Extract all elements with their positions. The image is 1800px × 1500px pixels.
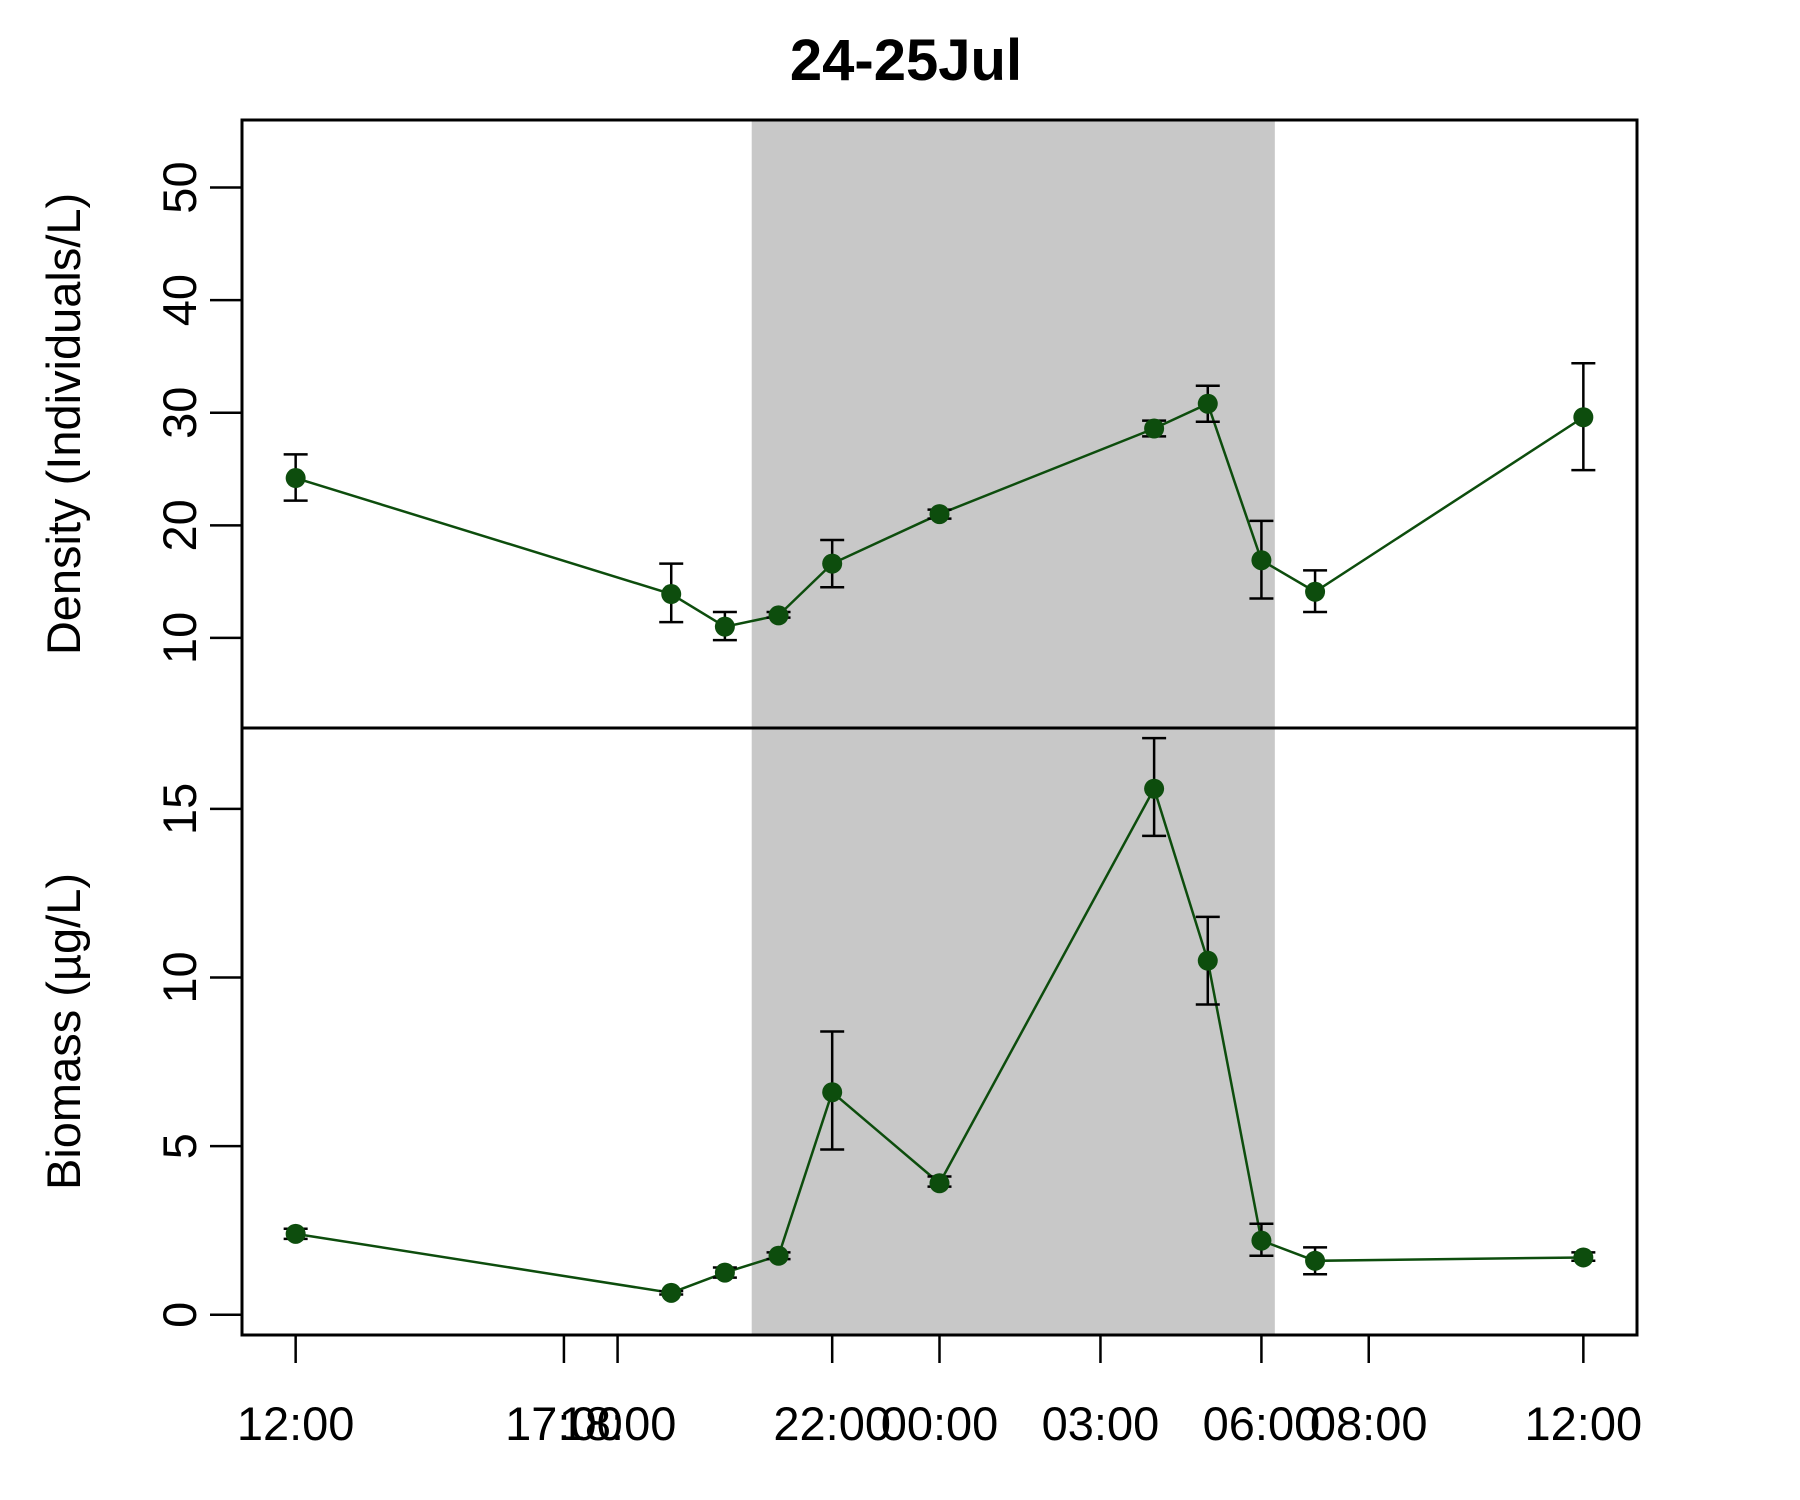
panel-1-data-point-9 (1305, 1250, 1326, 1271)
panel-1-y-tick-label-3: 15 (153, 783, 206, 835)
panel-0-data-point-10 (1573, 407, 1594, 428)
panel-1-data-point-2 (714, 1262, 735, 1283)
panel-1-y-tick-label-2: 10 (153, 951, 206, 1003)
x-tick-label-6: 06:00 (1203, 1397, 1321, 1450)
panel-0-y-tick-label-1: 20 (153, 499, 206, 551)
panel-0-y-tick-label-2: 30 (153, 387, 206, 439)
panel-1-data-point-8 (1251, 1230, 1272, 1251)
x-tick-label-7: 08:00 (1310, 1397, 1428, 1450)
panel-0-data-point-6 (1144, 418, 1165, 439)
plot-layer: 10 20 30 40 50 Density (Individuals/L) 0 5 10 15 B… (37, 118, 1643, 1450)
panel-1-data-point-5 (929, 1173, 950, 1194)
panel-0-data-point-1 (661, 584, 682, 605)
x-tick-label-5: 03:00 (1042, 1397, 1160, 1450)
panel-1-data-point-4 (822, 1082, 843, 1103)
panel-0-data-point-8 (1251, 550, 1272, 571)
panel-1-y-axis-label: Biomass (µg/L) (37, 873, 90, 1190)
x-tick-label-8: 12:00 (1525, 1397, 1643, 1450)
panel-0-data-point-0 (285, 468, 306, 489)
panel-1-y-tick-label-1: 5 (153, 1133, 206, 1159)
panel-0-data-point-4 (822, 553, 843, 574)
panel-0-y-tick-label-4: 50 (153, 161, 206, 213)
x-tick-label-3: 22:00 (773, 1397, 891, 1450)
panel-0-data-point-2 (714, 616, 735, 637)
panel-1-data-point-0 (285, 1223, 306, 1244)
panel-1-data-point-6 (1144, 778, 1165, 799)
panel-0-y-axis-label: Density (Individuals/L) (37, 193, 90, 655)
panel-0-data-point-3 (768, 605, 789, 626)
panel-1-y-tick-label-0: 0 (153, 1302, 206, 1328)
panel-1-data-point-1 (661, 1282, 682, 1303)
panel-1-data-point-10 (1573, 1247, 1594, 1268)
panel-1-data-point-7 (1197, 950, 1218, 971)
x-tick-label-2: 18:00 (559, 1397, 677, 1450)
panel-0-data-point-5 (929, 504, 950, 525)
panel-0-y-tick-label-3: 40 (153, 274, 206, 326)
x-tick-label-0: 12:00 (237, 1397, 355, 1450)
x-tick-label-1: 17:00 (505, 1397, 623, 1450)
panel-0-data-point-7 (1197, 393, 1218, 414)
panel-0-data-point-9 (1305, 581, 1326, 602)
x-tick-label-4: 00:00 (881, 1397, 999, 1450)
panel-0-y-tick-label-0: 10 (153, 612, 206, 664)
chart-title: 24-25Jul (790, 28, 1022, 93)
panel-1-data-point-3 (768, 1245, 789, 1266)
